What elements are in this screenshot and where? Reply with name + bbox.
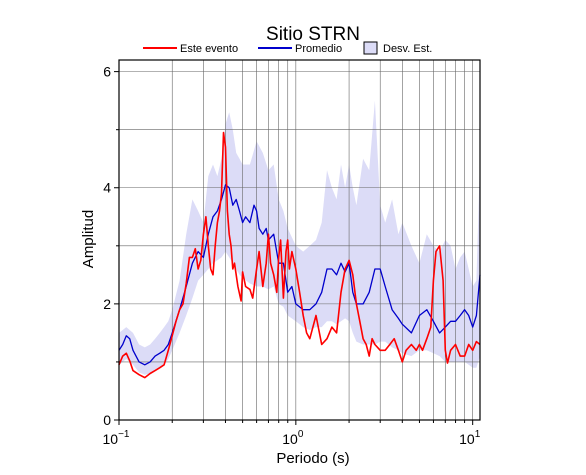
x-tick-label: 10−1 — [103, 429, 130, 447]
chart-title: Sitio STRN — [266, 24, 360, 45]
y-tick-label: 2 — [103, 296, 111, 312]
grid-lines — [119, 60, 480, 420]
y-tick-label: 0 — [103, 412, 111, 428]
legend-std-label: Desv. Est. — [383, 43, 432, 55]
plot-frame — [118, 59, 481, 421]
y-tick-label: 4 — [103, 180, 111, 196]
plot-area: 0 2 4 6 10−1 100 101 — [103, 59, 481, 447]
x-tick-label: 101 — [459, 429, 481, 447]
y-axis-label: Amplitud — [80, 210, 97, 268]
x-axis-label: Periodo (s) — [276, 450, 349, 467]
legend-event-label: Este evento — [180, 43, 238, 55]
legend-mean-label: Promedio — [295, 43, 342, 55]
std-band — [119, 100, 480, 375]
legend-std-swatch — [363, 41, 378, 55]
legend: Este evento Promedio Desv. Est. — [143, 41, 432, 55]
series-line-este-evento — [118, 131, 481, 379]
y-tick-label: 6 — [103, 64, 111, 80]
x-tick-label: 100 — [282, 429, 304, 447]
